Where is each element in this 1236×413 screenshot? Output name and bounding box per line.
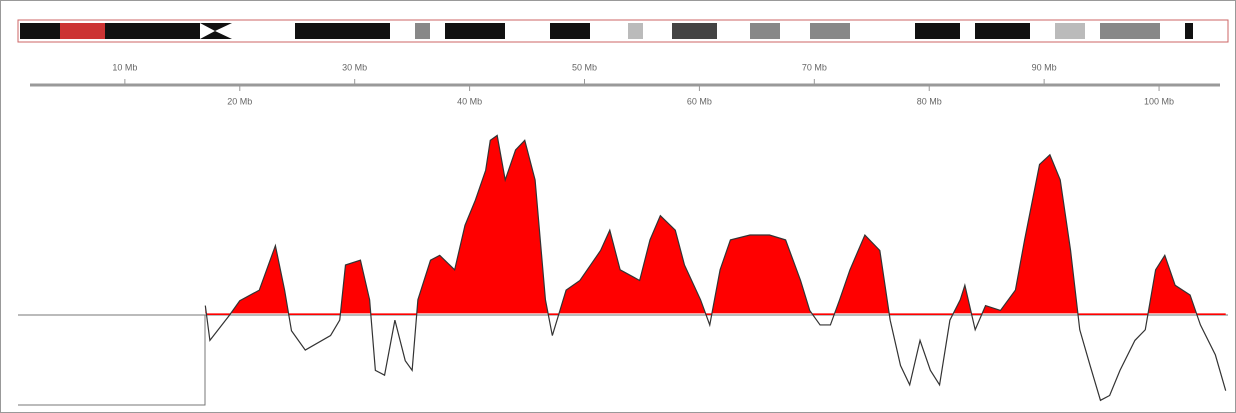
x-tick-label: 20 Mb [227,96,252,106]
x-tick-label: 90 Mb [1032,62,1057,72]
band [1100,23,1160,39]
band [105,23,200,39]
x-tick-label: 80 Mb [917,96,942,106]
x-tick-label: 70 Mb [802,62,827,72]
x-tick-label: 60 Mb [687,96,712,106]
band [672,23,717,39]
x-tick-label: 30 Mb [342,62,367,72]
x-tick-label: 100 Mb [1144,96,1174,106]
band [415,23,430,39]
x-tick-label: 50 Mb [572,62,597,72]
band [1185,23,1193,39]
x-tick-label: 10 Mb [112,62,137,72]
band [975,23,1030,39]
band [295,23,390,39]
band [445,23,505,39]
band [915,23,960,39]
baseline-box [18,314,206,406]
band [628,23,643,39]
band [1055,23,1085,39]
band [810,23,850,39]
x-tick-label: 40 Mb [457,96,482,106]
ideogram [17,19,1229,43]
area [205,135,1226,315]
band [20,23,60,39]
centromere [200,23,232,39]
line [204,134,1227,402]
band [60,23,105,39]
band [750,23,780,39]
band [550,23,590,39]
